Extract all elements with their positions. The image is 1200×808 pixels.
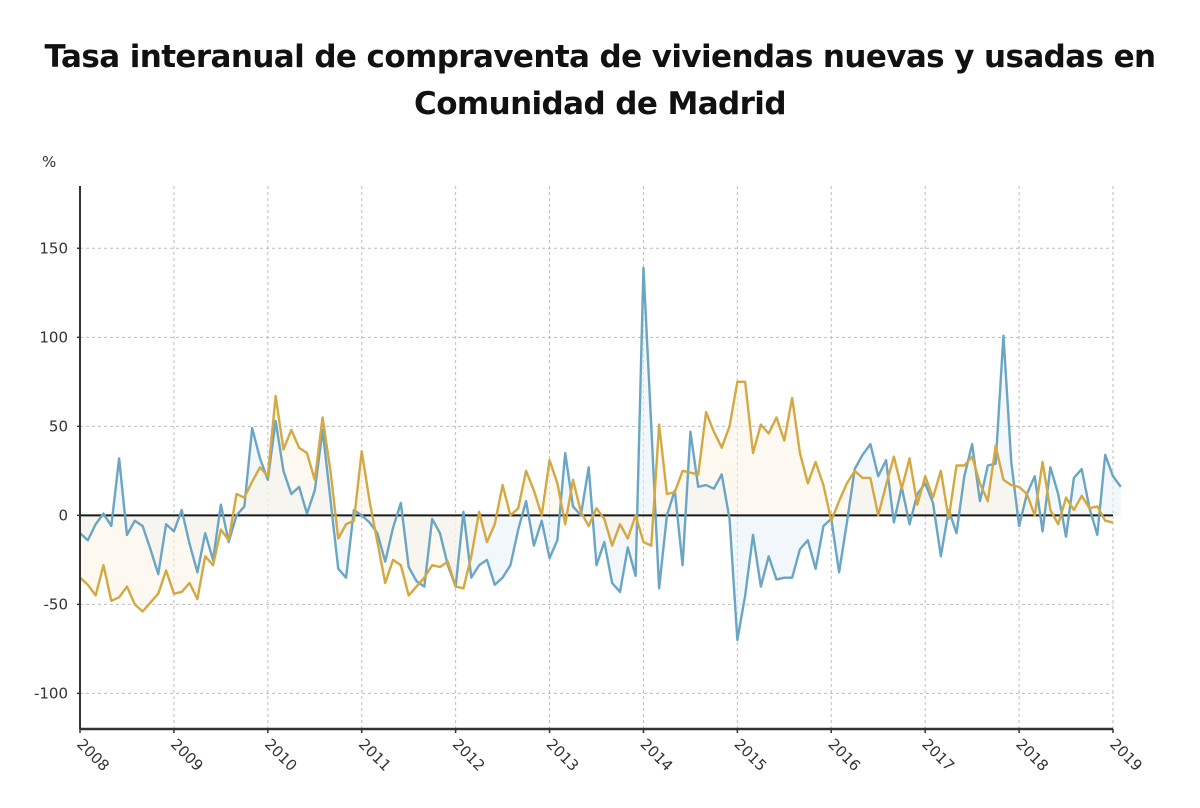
x-tick-label: 2018 xyxy=(1012,735,1052,775)
y-tick-label: 0 xyxy=(58,506,68,524)
x-tick-label: 2017 xyxy=(918,735,958,775)
x-tick-label: 2008 xyxy=(73,735,113,775)
x-tick-label: 2016 xyxy=(824,735,864,775)
x-tick-label: 2019 xyxy=(1106,735,1146,775)
x-tick-label: 2013 xyxy=(543,735,583,775)
x-axis-ticks: 2008 2009 2010 2011 2012 2013 2014 2015 2016 2017… xyxy=(73,729,1146,775)
grid xyxy=(80,186,1114,729)
axes xyxy=(79,186,1113,731)
y-axis-ticks: -100 -50 0 50 100 150 xyxy=(34,239,80,702)
y-tick-label: -100 xyxy=(34,684,68,702)
chart-title-line-2: Comunidad de Madrid xyxy=(414,86,786,122)
x-tick-label: 2012 xyxy=(449,735,489,775)
y-axis-unit-label: % xyxy=(42,153,56,171)
x-tick-label: 2011 xyxy=(355,735,395,775)
chart-title-line-1: Tasa interanual de compraventa de vivien… xyxy=(44,39,1156,75)
series-lines xyxy=(79,266,1122,642)
x-tick-label: 2014 xyxy=(637,735,677,775)
series-fills xyxy=(80,267,1121,640)
y-tick-label: 50 xyxy=(49,417,68,435)
y-tick-label: -50 xyxy=(44,595,69,613)
y-tick-label: 150 xyxy=(39,239,68,257)
series-area-nuevas xyxy=(80,267,1121,640)
chart-title: Tasa interanual de compraventa de vivien… xyxy=(0,34,1200,128)
x-tick-label: 2009 xyxy=(167,735,207,775)
x-tick-label: 2010 xyxy=(261,735,301,775)
x-tick-label: 2015 xyxy=(731,735,771,775)
y-tick-label: 100 xyxy=(39,328,68,346)
series-line-nuevas xyxy=(79,266,1122,642)
